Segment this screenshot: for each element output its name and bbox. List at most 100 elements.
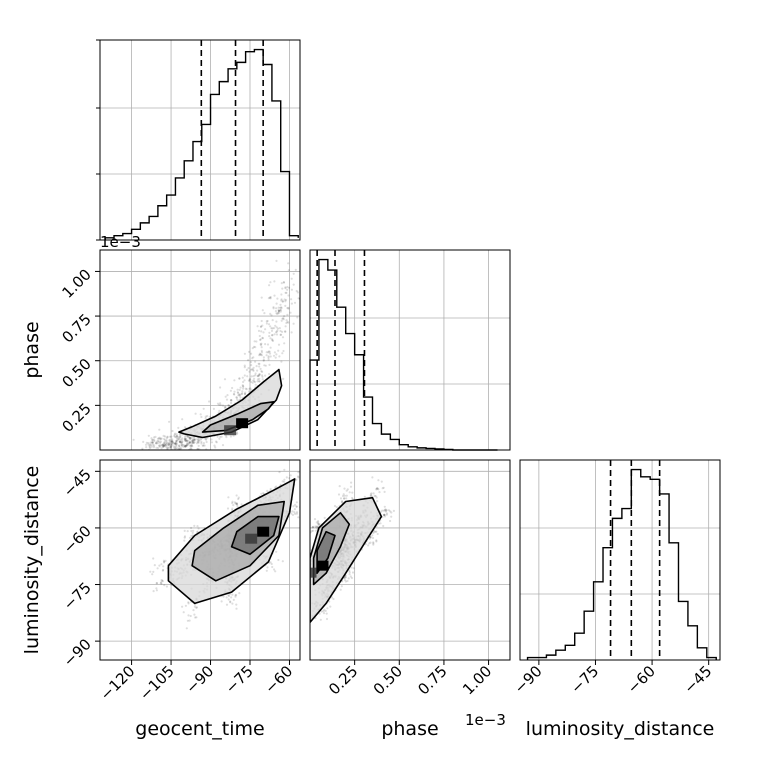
sample-point [148,443,151,446]
sample-point [305,558,307,560]
sample-point [190,444,193,447]
sample-point [382,524,385,528]
sample-point [181,440,184,443]
sample-point [171,438,174,441]
sample-point [376,500,379,503]
sample-point [260,296,263,299]
sample-point [167,442,170,445]
sample-point [300,636,302,638]
sample-point [377,488,380,491]
sample-point [219,402,222,405]
sample-point [285,319,288,322]
sample-point [316,525,319,528]
sample-point [193,438,197,441]
sample-point [241,390,244,393]
xtick-label-phase-0: 0.25 [325,662,361,698]
sample-point [247,367,250,370]
sample-point [233,379,236,382]
sample-point [287,294,290,297]
sample-point [246,375,249,378]
sample-point [265,569,268,572]
sample-point [196,447,200,450]
sample-point [173,433,176,436]
sample-point [256,369,259,372]
sample-point [218,403,221,406]
sample-point [231,500,234,503]
sample-point [177,437,180,440]
sample-point [276,297,279,300]
sample-point [284,287,287,290]
sample-point [290,512,293,515]
sample-point [243,379,246,382]
sample-point [238,394,241,397]
sample-point [175,443,178,446]
sample-point [235,431,238,434]
joint-geocent_time-phase-panel-bg [100,250,300,450]
sample-point [270,334,274,337]
sample-point [186,451,188,453]
sample-point [260,346,263,349]
sample-point [282,318,285,321]
sample-point [286,306,289,310]
sample-point [260,342,263,345]
sample-point [283,330,287,333]
sample-point [281,480,284,483]
sample-point [180,443,183,447]
sample-point [297,475,300,478]
sample-point [187,443,190,446]
sample-point [262,359,265,362]
sample-point [279,333,283,336]
sample-point [150,443,153,446]
xtick-label-luminosity_distance-2: −60 [624,662,659,697]
sample-point [292,505,295,508]
sample-point [279,306,282,309]
sample-point [187,436,190,439]
sample-point [162,445,165,448]
sample-point [185,451,187,453]
sample-point [227,496,230,499]
ytick-label-phase-2: 0.75 [58,310,94,346]
xtick-label-geocent_time-4: −60 [261,662,296,697]
sample-point [176,447,179,450]
sample-point [150,445,153,448]
sample-point [375,539,378,542]
sample-point [162,565,165,568]
sample-point [159,438,162,441]
sample-point [375,540,378,543]
sample-point [271,334,274,337]
sample-point [187,451,189,453]
sample-point [244,387,247,390]
sample-point [305,559,307,561]
sample-point [188,437,191,440]
sample-point [251,357,254,360]
sample-point [180,447,183,450]
sample-point [191,439,194,442]
sample-point [243,366,246,369]
sample-point [263,364,266,367]
sample-point [204,417,207,420]
sample-point [275,550,278,553]
sample-point [277,309,281,312]
sample-point [170,440,173,443]
sample-point [206,414,209,418]
sample-point [348,573,351,576]
sample-point [247,359,250,362]
sample-point [162,559,165,562]
sample-point [383,490,386,493]
sample-point [191,436,194,439]
sample-point [318,612,321,615]
sample-point [305,560,307,562]
sample-point [278,471,281,474]
sample-point [257,374,260,377]
xtick-label-geocent_time-1: −105 [136,662,178,704]
sample-point [182,611,185,614]
sample-point [213,444,216,447]
sample-point [162,443,165,446]
sample-point [326,607,329,610]
sample-point [151,441,154,444]
sample-point [194,412,197,415]
sample-point [372,492,375,495]
sample-point [260,325,263,328]
sample-point [380,480,383,483]
sample-point [295,511,299,514]
